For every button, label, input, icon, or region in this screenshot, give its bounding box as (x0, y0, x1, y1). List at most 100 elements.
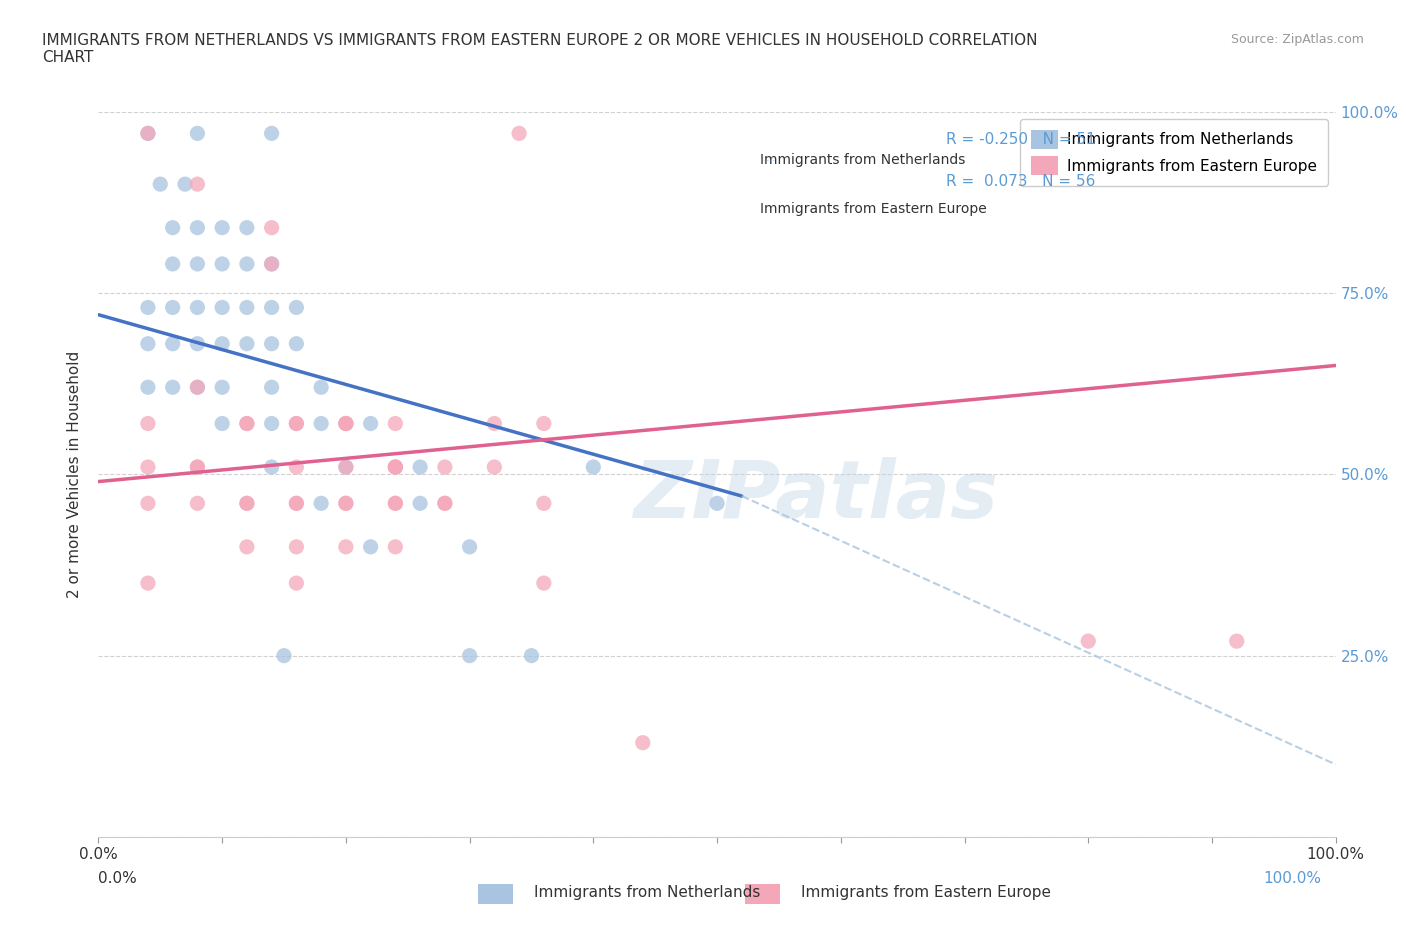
Point (285, 459, 308, 474)
Point (335, 416, 357, 431)
Point (236, 496, 259, 511)
Point (384, 459, 406, 474)
Point (236, 416, 259, 431)
Point (285, 496, 308, 511)
Point (335, 539, 357, 554)
Point (186, 379, 208, 394)
Point (285, 496, 308, 511)
Point (260, 257, 283, 272)
Point (236, 220, 259, 235)
Text: R = -0.250   N = 51: R = -0.250 N = 51 (946, 132, 1095, 147)
Point (533, 576, 555, 591)
Point (211, 416, 233, 431)
Point (335, 459, 357, 474)
Y-axis label: 2 or more Vehicles in Household: 2 or more Vehicles in Household (67, 351, 83, 598)
Point (458, 648, 481, 663)
Text: Immigrants from Eastern Europe: Immigrants from Eastern Europe (801, 885, 1052, 900)
Point (433, 496, 456, 511)
Point (211, 300, 233, 315)
Point (631, 736, 654, 751)
Point (236, 496, 259, 511)
Point (260, 459, 283, 474)
Point (458, 539, 481, 554)
Point (384, 416, 406, 431)
Point (335, 496, 357, 511)
Text: R = -0.250   N = 51: R = -0.250 N = 51 (761, 160, 775, 161)
Point (211, 220, 233, 235)
Point (484, 416, 506, 431)
Point (335, 416, 357, 431)
Point (211, 337, 233, 352)
Point (211, 379, 233, 394)
Point (285, 539, 308, 554)
Point (285, 300, 308, 315)
Point (186, 337, 208, 352)
Point (260, 379, 283, 394)
Point (174, 177, 197, 192)
Point (186, 496, 208, 511)
Point (186, 177, 208, 192)
Point (186, 220, 208, 235)
Point (285, 576, 308, 591)
Point (582, 459, 605, 474)
Point (384, 496, 406, 511)
Point (186, 126, 208, 140)
Point (136, 379, 159, 394)
Point (236, 539, 259, 554)
Point (285, 416, 308, 431)
Text: IMMIGRANTS FROM NETHERLANDS VS IMMIGRANTS FROM EASTERN EUROPE 2 OR MORE VEHICLES: IMMIGRANTS FROM NETHERLANDS VS IMMIGRANT… (42, 33, 1038, 65)
Point (309, 379, 332, 394)
Point (484, 459, 506, 474)
Point (1077, 633, 1099, 648)
Point (260, 300, 283, 315)
Point (136, 459, 159, 474)
Point (211, 257, 233, 272)
Point (136, 126, 159, 140)
Point (360, 416, 382, 431)
Legend: Immigrants from Netherlands, Immigrants from Eastern Europe: Immigrants from Netherlands, Immigrants … (1019, 119, 1329, 186)
Point (335, 416, 357, 431)
Point (186, 379, 208, 394)
Point (309, 416, 332, 431)
Point (433, 459, 456, 474)
Point (136, 126, 159, 140)
Point (508, 126, 530, 140)
Point (409, 496, 432, 511)
Point (236, 337, 259, 352)
Point (335, 459, 357, 474)
Point (1226, 633, 1249, 648)
Text: 100.0%: 100.0% (1264, 871, 1322, 886)
Point (260, 126, 283, 140)
Point (236, 257, 259, 272)
Point (236, 416, 259, 431)
Point (162, 257, 184, 272)
Point (335, 496, 357, 511)
Point (136, 576, 159, 591)
Text: 0.0%: 0.0% (98, 871, 138, 886)
Point (384, 459, 406, 474)
Point (260, 416, 283, 431)
Text: Immigrants from Netherlands: Immigrants from Netherlands (534, 885, 761, 900)
Point (186, 257, 208, 272)
Point (433, 496, 456, 511)
Text: Source: ZipAtlas.com: Source: ZipAtlas.com (1230, 33, 1364, 46)
Point (136, 496, 159, 511)
Point (162, 300, 184, 315)
Point (384, 459, 406, 474)
Point (162, 379, 184, 394)
Point (409, 459, 432, 474)
Point (136, 300, 159, 315)
Text: Immigrants from Eastern Europe: Immigrants from Eastern Europe (761, 202, 987, 216)
Point (384, 539, 406, 554)
Point (706, 496, 728, 511)
Point (136, 416, 159, 431)
Point (260, 257, 283, 272)
Point (162, 337, 184, 352)
Point (533, 496, 555, 511)
Point (533, 416, 555, 431)
Text: Immigrants from Netherlands: Immigrants from Netherlands (761, 153, 966, 167)
Point (520, 648, 543, 663)
Point (309, 496, 332, 511)
Point (384, 496, 406, 511)
Point (273, 648, 295, 663)
